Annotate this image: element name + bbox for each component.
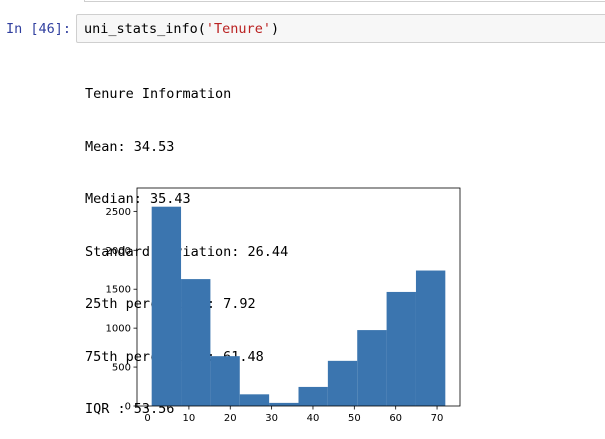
- histogram-bar: [210, 356, 240, 406]
- y-tick-label: 1500: [106, 285, 131, 296]
- x-tick-label: 30: [265, 413, 278, 424]
- x-tick-label: 0: [144, 413, 150, 424]
- histogram-bar: [327, 360, 358, 406]
- histogram-bar: [151, 206, 182, 406]
- histogram-bar: [298, 386, 328, 406]
- input-prompt: In [46]:: [6, 21, 72, 37]
- tenure-histogram: 0 500 1000 1500 2000 2500 0 10 20 30 40 50 60 70: [106, 187, 461, 424]
- x-tick-label: 20: [224, 413, 237, 424]
- y-tick-label: 500: [112, 363, 131, 374]
- code-function-call: uni_stats_info(: [84, 21, 206, 37]
- previous-cell-output-edge: [84, 0, 605, 2]
- plot-frame: [136, 187, 461, 407]
- output-line-iqr: IQR : 53.56: [85, 401, 175, 417]
- y-tick-label: 2500: [106, 207, 131, 218]
- histogram-bar: [239, 394, 270, 406]
- x-tick-label: 70: [431, 413, 444, 424]
- code-line[interactable]: uni_stats_info('Tenure'): [84, 21, 279, 37]
- histogram-bar: [357, 330, 387, 406]
- histogram-bar: [269, 402, 299, 406]
- y-tick-label: 2000: [106, 246, 131, 257]
- x-tick-label: 60: [389, 413, 402, 424]
- y-tick-label: 0: [125, 402, 131, 413]
- code-cell-input[interactable]: uni_stats_info('Tenure'): [76, 14, 605, 43]
- histogram-bar: [181, 279, 211, 406]
- x-tick-label: 40: [307, 413, 320, 424]
- x-tick-label: 10: [183, 413, 196, 424]
- x-tick-label: 50: [348, 413, 361, 424]
- histogram-bar: [386, 291, 416, 406]
- output-line-median: Median: 35.43: [85, 191, 191, 207]
- code-close-paren: ): [270, 21, 280, 37]
- y-tick-label: 1000: [106, 324, 131, 335]
- output-line-mean: Mean: 34.53: [85, 138, 175, 155]
- histogram-bar: [415, 270, 446, 406]
- code-string-argument: 'Tenure': [205, 21, 271, 37]
- output-line-title: Tenure Information: [85, 86, 232, 102]
